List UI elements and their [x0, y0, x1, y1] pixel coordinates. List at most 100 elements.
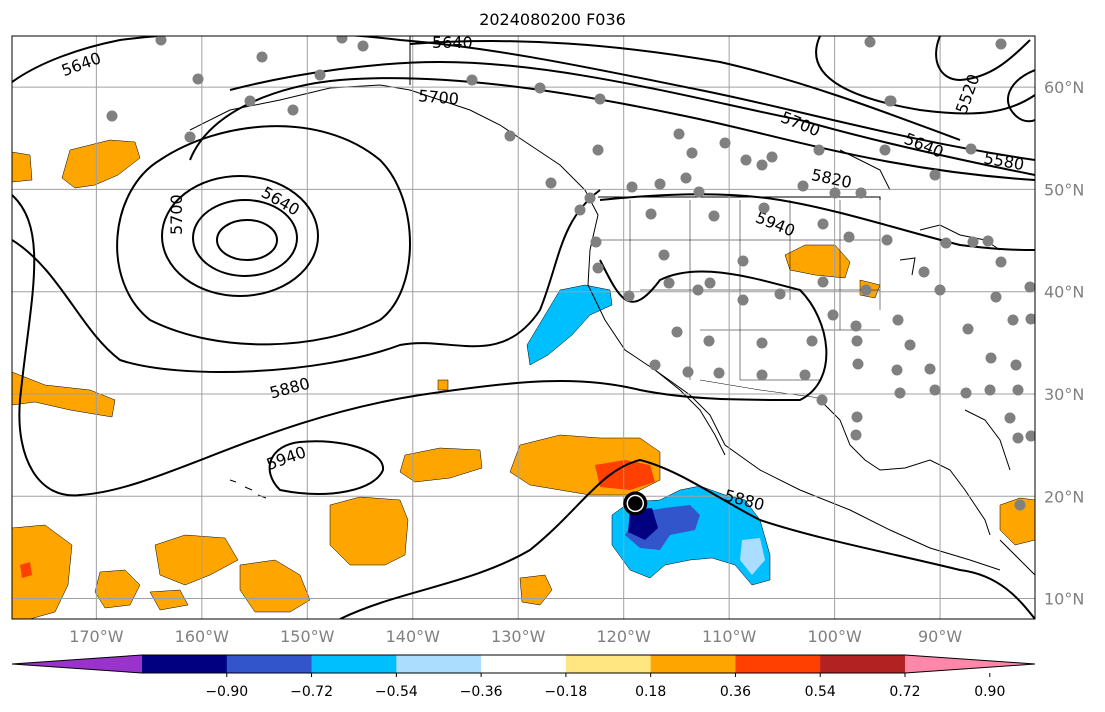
latitude-tick-label: 30°N	[1044, 385, 1084, 404]
station-marker	[590, 236, 602, 248]
station-marker	[654, 178, 666, 190]
station-marker	[924, 363, 936, 375]
height-contour	[409, 40, 961, 141]
us-state-borders	[600, 200, 881, 381]
station-marker	[686, 147, 698, 159]
positive-anomaly-region	[20, 562, 32, 578]
height-contour	[189, 77, 1035, 181]
station-marker	[623, 290, 635, 302]
gulf-of-california-coast	[654, 369, 726, 456]
positive-anomaly-region	[999, 497, 1035, 546]
station-marker	[817, 218, 829, 230]
colorbar-tick-label: 0.36	[720, 684, 751, 700]
height-contour	[216, 219, 278, 261]
colorbar-segment	[650, 655, 736, 673]
positive-anomaly-region	[437, 379, 449, 391]
colorbar-segment	[311, 655, 397, 673]
colorbar-extend-low	[12, 655, 142, 673]
station-marker	[929, 169, 941, 181]
station-marker	[256, 51, 268, 63]
station-marker	[594, 93, 606, 105]
station-marker	[692, 284, 704, 296]
height-contour	[1006, 69, 1035, 123]
height-contour	[599, 193, 1035, 251]
station-marker	[713, 367, 725, 379]
colorbar: −0.90 −0.72 −0.54 −0.36 −0.18 0.18 0.36 0.54 0.7…	[11, 654, 1036, 700]
positive-anomaly-region	[784, 244, 851, 279]
station-marker	[703, 335, 715, 347]
station-marker	[1010, 359, 1022, 371]
station-marker	[799, 369, 811, 381]
longitude-tick-labels: 170°W 160°W 150°W 140°W 130°W 120°W 110°W 100°W…	[69, 627, 962, 646]
latitude-tick-labels: 60°N 50°N 40°N 30°N 20°N 10°N	[1044, 78, 1084, 608]
colorbar-tick-label: −0.72	[290, 684, 333, 700]
latitude-tick-label: 20°N	[1044, 487, 1084, 506]
station-marker	[740, 154, 752, 166]
station-marker	[671, 326, 683, 338]
station-marker	[719, 137, 731, 149]
station-marker	[1012, 384, 1024, 396]
colorbar-segment	[481, 655, 567, 673]
station-marker	[106, 110, 118, 122]
station-marker	[1024, 281, 1035, 293]
height-contour	[192, 199, 298, 277]
station-marker	[466, 74, 478, 86]
station-marker	[756, 369, 768, 381]
station-marker	[940, 237, 952, 249]
station-marker	[663, 277, 675, 289]
station-marker	[534, 82, 546, 94]
station-marker	[1025, 430, 1035, 442]
station-marker	[965, 143, 977, 155]
map-title: 2024080200 F036	[479, 10, 626, 29]
negative-anomaly-region	[628, 508, 658, 540]
station-marker	[864, 36, 876, 48]
station-marker	[592, 262, 604, 274]
positive-anomaly-region	[399, 447, 483, 483]
height-contour	[229, 60, 1035, 176]
colorbar-tick-label: −0.18	[544, 684, 587, 700]
station-marker	[1025, 313, 1035, 325]
latitude-tick-label: 50°N	[1044, 180, 1084, 199]
station-marker	[287, 104, 299, 116]
positive-anomaly-region	[12, 151, 33, 183]
height-contour	[12, 194, 828, 497]
gulf-of-mexico-coast	[819, 399, 991, 536]
mexico-borders	[699, 379, 821, 399]
colorbar-segment	[142, 655, 228, 673]
station-marker	[649, 359, 661, 371]
contour-label: 5700	[167, 194, 186, 235]
colorbar-tick-label: 0.72	[889, 684, 920, 700]
station-marker	[995, 38, 1007, 50]
station-marker	[852, 358, 864, 370]
longitude-tick-label: 100°W	[807, 627, 862, 646]
station-marker	[774, 288, 786, 300]
positive-anomaly-region	[61, 139, 141, 189]
height-contour	[935, 36, 1031, 82]
station-marker	[574, 204, 586, 216]
colorbar-extend-high	[905, 655, 1035, 673]
height-contour	[339, 458, 1035, 619]
station-marker	[929, 384, 941, 396]
station-marker-layer	[106, 36, 1035, 511]
station-marker	[990, 291, 1002, 303]
station-marker	[184, 131, 196, 143]
station-marker	[155, 36, 167, 46]
positive-anomaly-region	[329, 496, 409, 566]
station-marker	[851, 335, 863, 347]
station-marker	[850, 320, 862, 332]
station-marker	[891, 364, 903, 376]
station-marker	[545, 177, 557, 189]
station-marker	[737, 294, 749, 306]
map-frame	[11, 35, 1036, 620]
station-marker	[357, 40, 369, 52]
station-marker	[756, 159, 768, 171]
station-marker	[504, 130, 516, 142]
station-marker	[645, 208, 657, 220]
colorbar-tick-label: 0.90	[974, 684, 1005, 700]
station-marker	[658, 249, 670, 261]
station-marker	[881, 234, 893, 246]
latitude-tick-label: 10°N	[1044, 590, 1084, 609]
colorbar-tick-label: −0.36	[460, 684, 503, 700]
station-marker	[918, 266, 930, 278]
